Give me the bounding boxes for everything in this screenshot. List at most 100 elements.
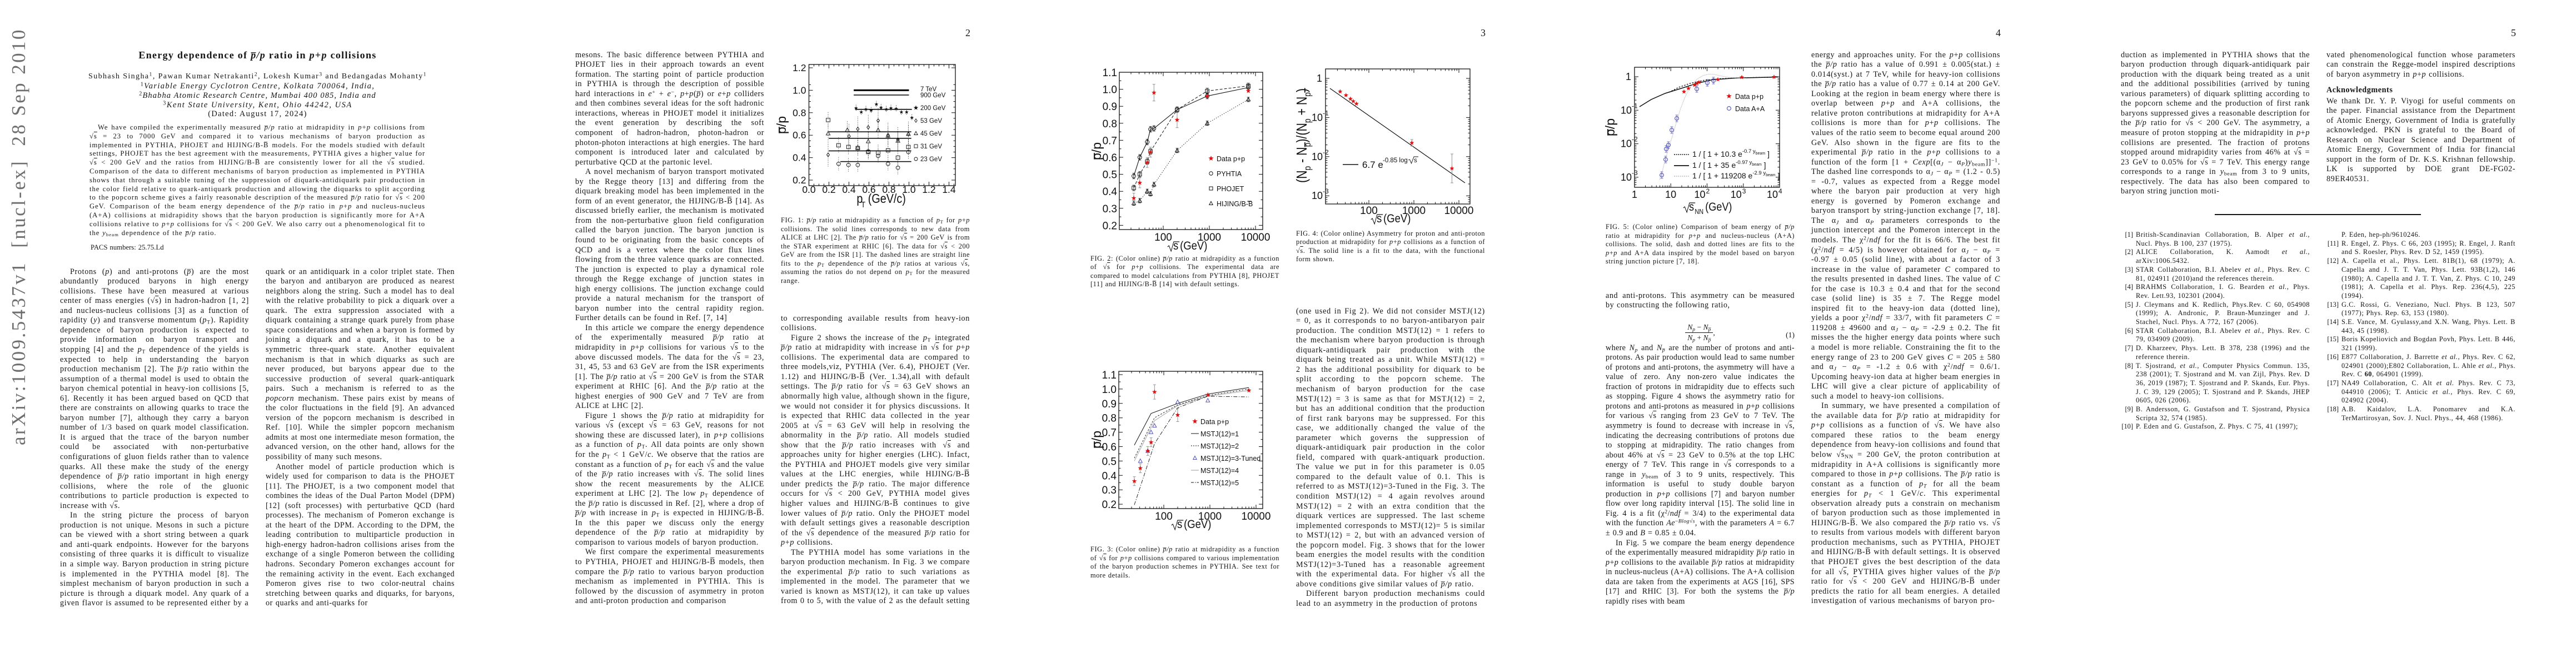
svg-text:200 GeV: 200 GeV [920, 105, 946, 112]
svg-text:p: p [856, 192, 863, 206]
svg-text:10000: 10000 [1242, 511, 1271, 522]
svg-text:10: 10 [1621, 138, 1632, 150]
svg-text:2: 2 [1706, 187, 1710, 195]
svg-text:10: 10 [1621, 172, 1632, 183]
svg-text:Data p+p: Data p+p [1200, 418, 1229, 426]
svg-text:1.1: 1.1 [1103, 67, 1117, 79]
svg-text:1.0: 1.0 [793, 84, 806, 96]
svg-text:53 GeV: 53 GeV [920, 118, 942, 125]
svg-text:(GeV): (GeV) [1180, 240, 1207, 253]
svg-text:Data A+A: Data A+A [1735, 105, 1765, 113]
svg-text:10: 10 [1312, 190, 1323, 201]
svg-text:0.7: 0.7 [1103, 135, 1117, 147]
svg-text:0.9: 0.9 [1102, 399, 1117, 410]
svg-text:0.2: 0.2 [822, 184, 835, 195]
svg-text:-3: -3 [1632, 169, 1638, 177]
svg-text:0.6: 0.6 [1103, 152, 1117, 164]
svg-text:6.7 e: 6.7 e [1362, 160, 1383, 170]
svg-text:-1: -1 [1323, 109, 1329, 117]
svg-text:(GeV/c): (GeV/c) [868, 192, 906, 206]
svg-text:(Np - Np)/(Np + Np): (Np - Np)/(Np + Np) [1294, 88, 1313, 183]
svg-text:s: s [1173, 240, 1178, 253]
svg-text:0.0: 0.0 [802, 184, 816, 195]
svg-text:(GeV): (GeV) [1705, 201, 1732, 214]
svg-text:p/p: p/p [774, 116, 789, 134]
svg-text:1 / [ 1 + 35 e-0.97 ybeam ]: 1 / [ 1 + 35 e-0.97 ybeam ] [1692, 160, 1766, 170]
svg-text:MSTJ(12)=1: MSTJ(12)=1 [1200, 430, 1239, 438]
svg-text:100: 100 [1155, 511, 1173, 522]
svg-text:p/p: p/p [1089, 142, 1104, 160]
svg-text:-0.85 log: -0.85 log [1383, 157, 1408, 164]
svg-text:0.8: 0.8 [793, 107, 806, 118]
svg-text:0.4: 0.4 [1103, 186, 1118, 198]
svg-text:10: 10 [1731, 189, 1742, 200]
svg-text:1 / [ 1 + 10.3 e-0.7 ybeam ]: 1 / [ 1 + 10.3 e-0.7 ybeam ] [1692, 148, 1770, 158]
svg-text:1.0: 1.0 [1102, 384, 1117, 396]
svg-text:s: s [1689, 201, 1694, 214]
svg-text:10: 10 [1621, 104, 1632, 116]
svg-text:0.9: 0.9 [1103, 101, 1117, 113]
svg-text:1: 1 [1632, 189, 1637, 200]
svg-text:31 GeV: 31 GeV [920, 143, 942, 150]
svg-text:NN: NN [1695, 208, 1703, 216]
svg-text:-2: -2 [1632, 136, 1638, 143]
svg-text:0.4: 0.4 [793, 152, 806, 163]
svg-text:p/p: p/p [1089, 431, 1104, 449]
svg-text:1.0: 1.0 [1103, 84, 1117, 96]
svg-text:HIJING/B-B: HIJING/B-B [1217, 200, 1253, 208]
svg-text:0.8: 0.8 [1103, 118, 1117, 130]
svg-text:-3: -3 [1323, 187, 1329, 195]
svg-text:0.4: 0.4 [842, 184, 856, 195]
svg-text:1: 1 [1317, 73, 1322, 84]
svg-text:1000: 1000 [1402, 205, 1426, 217]
svg-text:1.2: 1.2 [793, 62, 806, 73]
svg-text:(GeV): (GeV) [1383, 212, 1411, 226]
svg-text:1000: 1000 [1198, 511, 1222, 522]
svg-text:p/p: p/p [1603, 118, 1617, 136]
svg-text:PHOJET: PHOJET [1217, 185, 1244, 193]
svg-text:MSTJ(12)=4: MSTJ(12)=4 [1200, 467, 1239, 475]
svg-text:23 GeV: 23 GeV [920, 156, 942, 163]
svg-text:0.6: 0.6 [862, 184, 875, 195]
svg-text:0.3: 0.3 [1102, 485, 1117, 496]
svg-text:0.2: 0.2 [793, 175, 806, 186]
svg-text:T: T [861, 200, 865, 209]
svg-text:s: s [1414, 157, 1417, 164]
svg-text:Data p+p: Data p+p [1735, 93, 1763, 101]
svg-text:PYHTIA: PYHTIA [1217, 170, 1242, 178]
svg-text:MSTJ(12)=3-Tuned: MSTJ(12)=3-Tuned [1200, 455, 1260, 462]
svg-text:(GeV): (GeV) [1184, 518, 1211, 531]
svg-text:-1: -1 [1632, 102, 1638, 109]
svg-text:10000: 10000 [1241, 232, 1270, 243]
svg-text:0.6: 0.6 [1102, 442, 1117, 454]
svg-text:1.1: 1.1 [1102, 370, 1117, 381]
svg-text:1 / [ 1 + 119208 e-2.9 ybeam ]: 1 / [ 1 + 119208 e-2.9 ybeam ] [1692, 170, 1780, 180]
svg-text:1000: 1000 [1198, 232, 1221, 243]
svg-text:1.2: 1.2 [922, 184, 935, 195]
svg-text:-2: -2 [1323, 148, 1329, 156]
svg-text:0.3: 0.3 [1103, 203, 1117, 215]
svg-text:0.5: 0.5 [1102, 456, 1117, 467]
svg-text:Data p+p: Data p+p [1217, 155, 1245, 163]
svg-text:0.7: 0.7 [1102, 427, 1117, 439]
svg-text:0.5: 0.5 [1103, 170, 1117, 181]
svg-text:10: 10 [1694, 189, 1705, 200]
svg-text:1.4: 1.4 [942, 184, 956, 195]
svg-text:3: 3 [1742, 187, 1746, 195]
svg-text:10: 10 [1312, 151, 1323, 162]
svg-text:0.2: 0.2 [1103, 220, 1117, 232]
svg-text:0.8: 0.8 [1102, 413, 1117, 425]
svg-text:100: 100 [1154, 232, 1172, 243]
svg-text:10000: 10000 [1444, 205, 1474, 217]
svg-text:10: 10 [1767, 189, 1778, 200]
svg-text:0.2: 0.2 [1102, 499, 1117, 511]
svg-text:s: s [1377, 212, 1382, 226]
svg-text:s: s [1177, 518, 1182, 531]
svg-text:100: 100 [1360, 205, 1378, 217]
svg-text:0.8: 0.8 [882, 184, 895, 195]
svg-text:1: 1 [1626, 71, 1631, 82]
svg-text:4: 4 [1778, 187, 1782, 195]
svg-text:MSTJ(12)=2: MSTJ(12)=2 [1200, 442, 1239, 450]
svg-text:MSTJ(12)=5: MSTJ(12)=5 [1200, 479, 1239, 487]
svg-text:7 TeV: 7 TeV [920, 86, 937, 93]
